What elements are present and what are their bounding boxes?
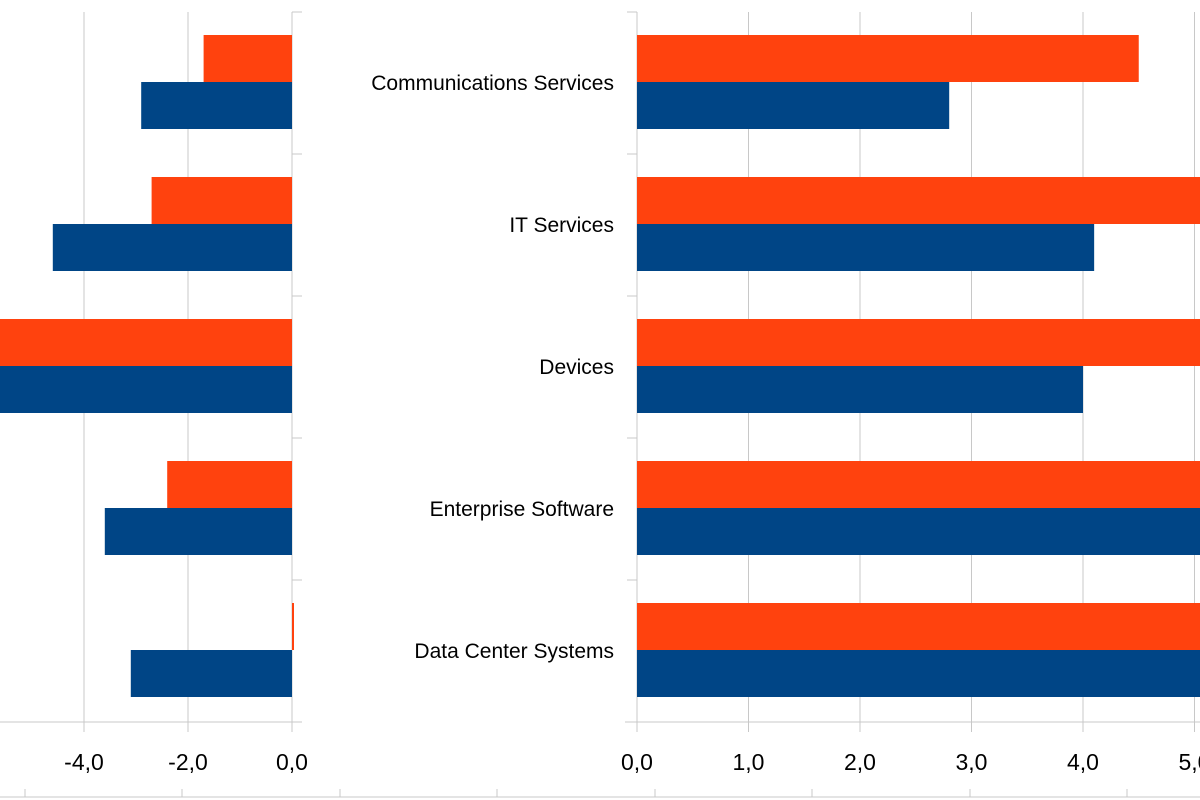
bar-series-2 [637,224,1095,271]
bar-series-1 [292,603,294,650]
bar-series-1 [637,35,1139,82]
bar-series-2 [104,508,292,555]
bar-series-2 [637,82,950,129]
bar-series-2 [637,366,1083,413]
category-label: Enterprise Software [430,498,614,521]
chart-1: -6,0-4,0-2,00,0 [0,11,308,775]
x-tick-label: -2,0 [168,749,208,775]
x-tick-label: 5,0 [1179,749,1200,775]
category-label: IT Services [509,214,614,237]
x-tick-label: 0,0 [276,749,308,775]
bar-series-1 [637,177,1200,224]
bar-series-2 [637,508,1200,555]
bars [637,35,1200,697]
x-tick-label: 2,0 [844,749,876,775]
bar-series-1 [151,177,292,224]
x-tick-label: 0,0 [621,749,653,775]
bar-series-2 [130,650,292,697]
x-tick-label: 3,0 [956,749,988,775]
bars [0,35,294,697]
category-label: Devices [539,356,614,379]
bar-series-1 [637,319,1200,366]
bar-series-1 [637,461,1200,508]
x-tick-label: 4,0 [1067,749,1099,775]
bar-series-1 [0,319,292,366]
x-tick-label: -4,0 [64,749,104,775]
bar-series-1 [203,35,292,82]
category-label: Communications Services [371,72,614,95]
chart-2: 0,0 1,0 2,0 3,0 4,0 5,0 Communications Service… [371,11,1200,775]
bar-series-2 [141,82,292,129]
bar-series-1 [637,603,1200,650]
x-tick-label: 1,0 [733,749,765,775]
bar-series-2 [52,224,292,271]
category-label: Data Center Systems [414,640,614,663]
bar-series-2 [0,366,292,413]
bar-series-2 [637,650,1200,697]
bar-series-1 [167,461,292,508]
